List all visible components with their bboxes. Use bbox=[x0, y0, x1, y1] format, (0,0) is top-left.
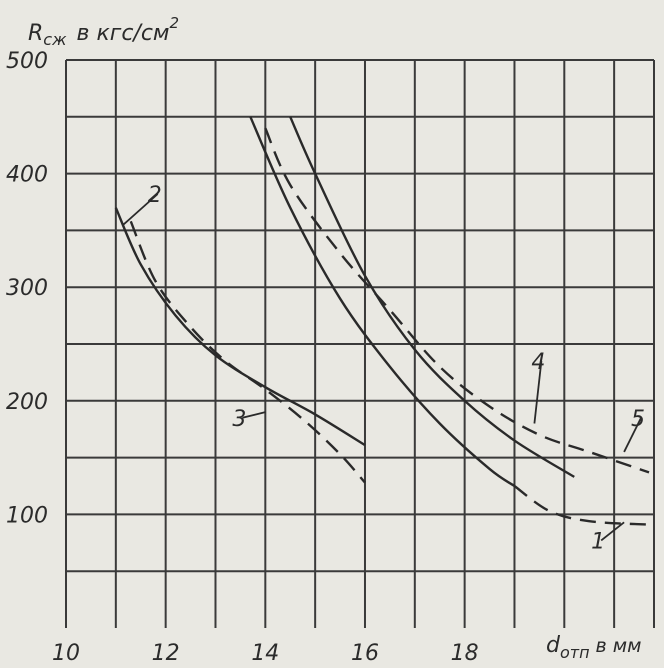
x-axis-unit: в мм bbox=[596, 635, 642, 657]
y-axis-symbol: R bbox=[28, 21, 43, 46]
y-axis-superscript: 2 bbox=[170, 14, 180, 32]
y-tick-label: 300 bbox=[6, 276, 48, 301]
series-curve-4 bbox=[289, 116, 575, 478]
leaders bbox=[122, 193, 642, 542]
curve-labels: 1 2 3 4 5 bbox=[148, 183, 645, 554]
curve-label-1: 1 bbox=[591, 529, 605, 554]
series-curve-5 bbox=[264, 127, 650, 474]
y-tick-label: 400 bbox=[6, 163, 48, 188]
curve-label-leader bbox=[623, 417, 642, 453]
x-tick-label: 18 bbox=[451, 641, 479, 666]
curve-label-leader bbox=[242, 411, 266, 419]
x-tick-label: 12 bbox=[152, 641, 180, 666]
y-axis-unit: в кгс/см bbox=[77, 21, 170, 46]
x-axis-subscript: отп bbox=[560, 643, 590, 662]
curves bbox=[114, 116, 650, 526]
x-tick-label: 16 bbox=[351, 641, 379, 666]
curve-label-3: 3 bbox=[232, 407, 246, 432]
curve-label-4: 4 bbox=[531, 350, 545, 375]
series-curve-2 bbox=[114, 207, 366, 447]
y-tick-label: 500 bbox=[6, 49, 48, 74]
series-curve-1 bbox=[249, 116, 516, 488]
x-tick-label: 14 bbox=[251, 641, 279, 666]
grid bbox=[65, 59, 655, 628]
curve-label-5: 5 bbox=[631, 407, 645, 432]
x-tick-label: 10 bbox=[52, 641, 80, 666]
y-tick-label: 100 bbox=[6, 503, 48, 528]
curve-label-2: 2 bbox=[148, 183, 162, 208]
y-axis-title: Rсж в кгс/см2 bbox=[28, 14, 179, 49]
series-curve-3 bbox=[129, 220, 366, 484]
x-axis-symbol: d bbox=[546, 633, 561, 658]
curve-label-leader bbox=[122, 193, 159, 226]
series-curve-1 bbox=[513, 485, 650, 526]
y-axis-subscript: сж bbox=[43, 30, 67, 49]
curve-label-leader bbox=[600, 521, 625, 542]
curve-label-leader bbox=[533, 360, 543, 424]
x-axis-title: dотп в мм bbox=[546, 633, 641, 662]
tick-labels: 10 12 14 16 18 100 200 300 400 500 bbox=[6, 49, 479, 666]
y-tick-label: 200 bbox=[6, 390, 48, 415]
